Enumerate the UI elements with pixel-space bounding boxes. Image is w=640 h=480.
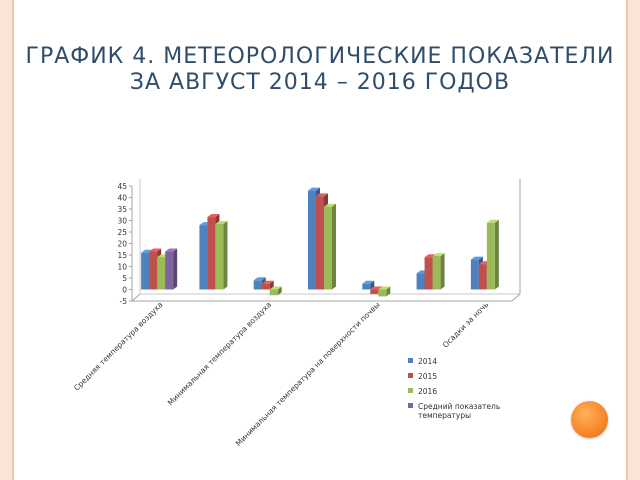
left-border-line — [12, 0, 14, 480]
legend-label: Средний показатель температуры — [418, 402, 501, 420]
bar-side — [269, 280, 274, 290]
bar-top — [362, 280, 375, 284]
right-border-line — [626, 0, 628, 480]
legend-item: 2014 — [408, 357, 528, 366]
bar-front — [378, 289, 387, 297]
bar-front — [149, 251, 158, 290]
legend-swatch — [408, 373, 413, 378]
y-tick-label: 15 — [117, 251, 127, 260]
bar-top — [432, 253, 445, 257]
bar-front — [215, 223, 224, 290]
bar-2016-group-1 — [215, 220, 228, 290]
bar-side — [370, 280, 375, 290]
bar-front — [324, 206, 332, 290]
x-category-label: Средняя температура воздуха — [72, 300, 165, 393]
bar-2016-group-6 — [486, 219, 499, 290]
bar-side — [440, 253, 445, 290]
floor-left-edge — [131, 293, 141, 302]
slide-title-line1: ГРАФИК 4. МЕТЕОРОЛОГИЧЕСКИЕ ПОКАЗАТЕЛИ — [25, 44, 615, 69]
bar-side — [494, 219, 499, 290]
bar-2015-group-2 — [261, 280, 274, 290]
bar-side — [173, 248, 178, 290]
y-tick-label: -5 — [120, 297, 128, 306]
bar-front — [470, 259, 479, 290]
bar-2016-group-4 — [378, 286, 391, 297]
bar-front — [261, 283, 270, 290]
bar-2016-group-2 — [269, 286, 282, 296]
bar-front — [432, 256, 441, 290]
bar-top — [324, 203, 336, 207]
right-border — [626, 0, 640, 480]
x-category-label: Минимальная температура воздуха — [166, 300, 273, 407]
bar-top — [165, 248, 178, 252]
bar-top — [378, 286, 391, 290]
bar-front — [269, 289, 278, 296]
bar-front — [253, 280, 262, 290]
bar-front — [478, 264, 487, 290]
bar-side — [223, 220, 228, 290]
bar-front — [207, 217, 216, 290]
legend-item: 2015 — [408, 372, 528, 381]
bar-top — [253, 277, 266, 281]
bar-side — [332, 203, 336, 290]
y-tick-label: 0 — [122, 286, 127, 295]
bar-front — [370, 289, 379, 295]
y-tick-label: 30 — [117, 217, 127, 226]
legend-swatch — [408, 403, 413, 408]
y-tick-label: 10 — [117, 263, 127, 272]
bar-front — [157, 257, 166, 290]
bar-front — [308, 190, 316, 290]
x-category-label: Осадки за ночь — [441, 300, 490, 349]
bar-2016-group-3 — [324, 203, 336, 290]
slide-title-line2: ЗА АВГУСТ 2014 – 2016 ГОДОВ — [129, 70, 511, 95]
bar-2014-group-4 — [362, 280, 375, 290]
legend-item: 2016 — [408, 387, 528, 396]
bar-front — [362, 283, 371, 290]
bar-top — [149, 248, 162, 252]
legend-label: 2014 — [418, 357, 438, 366]
bar-front — [316, 196, 324, 290]
bar-front — [141, 252, 150, 290]
bar-side — [386, 286, 391, 297]
orange-circle-decoration — [571, 401, 608, 438]
y-tick-label: 20 — [117, 240, 127, 249]
chart-legend: 2014 2015 2016 Средний показатель температу… — [408, 357, 528, 426]
bar-top — [207, 214, 220, 218]
left-border — [0, 0, 14, 480]
bar-front — [486, 222, 495, 290]
bar-top — [215, 220, 228, 224]
legend-swatch — [408, 388, 413, 393]
bar-top — [308, 187, 320, 191]
bar-front — [199, 225, 208, 290]
bar-side — [277, 286, 282, 296]
bar-средний-показатель-температуры-group-0 — [165, 248, 178, 290]
bar-top — [269, 286, 282, 290]
bar-top — [261, 280, 274, 284]
legend-swatch — [408, 358, 413, 363]
slide-title: ГРАФИК 4. МЕТЕОРОЛОГИЧЕСКИЕ ПОКАЗАТЕЛИ З… — [20, 44, 620, 96]
bar-front — [416, 273, 425, 290]
bar-front — [424, 257, 433, 290]
floor-right-edge — [511, 293, 521, 302]
bar-2016-group-5 — [432, 253, 445, 290]
bar-top — [486, 219, 499, 223]
legend-label: 2015 — [418, 372, 438, 381]
bar-top — [470, 256, 483, 260]
legend-item: Средний показатель температуры — [408, 402, 528, 420]
y-tick-label: 40 — [117, 194, 127, 203]
bar-front — [165, 251, 174, 290]
bar-top — [316, 193, 328, 197]
legend-label: 2016 — [418, 387, 438, 396]
y-tick-label: 25 — [117, 228, 127, 237]
y-tick-label: 5 — [122, 274, 127, 283]
y-tick-label: 45 — [117, 182, 127, 191]
y-tick-label: 35 — [117, 205, 127, 214]
